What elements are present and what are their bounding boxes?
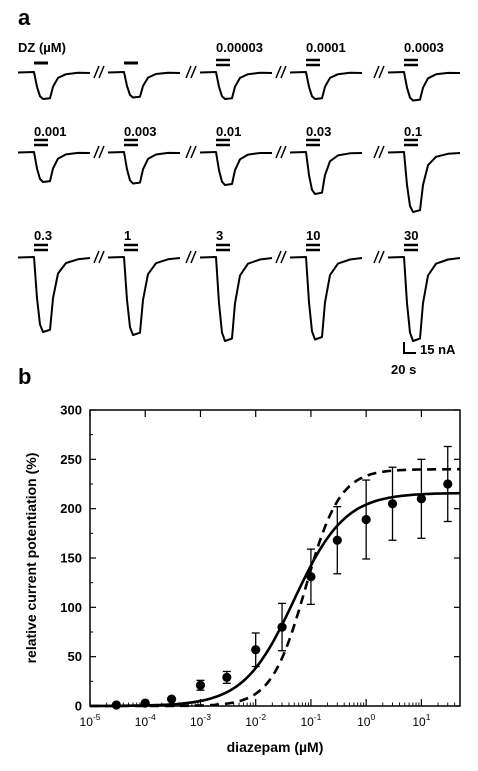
data-point bbox=[361, 514, 371, 525]
y-tick-label: 200 bbox=[60, 501, 82, 516]
concentration-label: 0.0003 bbox=[404, 40, 444, 55]
concentration-label: 0.003 bbox=[124, 124, 157, 139]
current-trace bbox=[289, 256, 363, 341]
compound-label: DZ (µM) bbox=[18, 40, 66, 55]
current-trace bbox=[17, 151, 91, 183]
concentration-label: 30 bbox=[404, 228, 418, 243]
break-mark bbox=[373, 145, 380, 159]
break-mark bbox=[98, 250, 105, 264]
break-mark bbox=[185, 250, 192, 264]
break-mark bbox=[98, 145, 105, 159]
concentration-label: 0.3 bbox=[34, 228, 52, 243]
break-mark bbox=[93, 65, 100, 79]
break-mark bbox=[190, 65, 197, 79]
data-point bbox=[111, 700, 121, 710]
current-trace bbox=[107, 71, 181, 99]
y-tick-label: 100 bbox=[60, 600, 82, 615]
data-point bbox=[416, 494, 426, 504]
panel-b-label: b bbox=[18, 364, 31, 389]
concentration-label: 3 bbox=[216, 228, 223, 243]
concentration-label: 1 bbox=[124, 228, 131, 243]
x-tick-label: 10-1 bbox=[300, 712, 321, 729]
break-mark bbox=[275, 65, 282, 79]
break-mark bbox=[280, 65, 287, 79]
data-point bbox=[306, 572, 316, 582]
break-mark bbox=[275, 145, 282, 159]
current-trace bbox=[17, 256, 91, 333]
fit-curve-dashed bbox=[90, 467, 460, 708]
x-tick-label: 10-3 bbox=[190, 712, 211, 729]
data-point bbox=[140, 698, 150, 708]
break-mark bbox=[280, 250, 287, 264]
y-tick-label: 150 bbox=[60, 551, 82, 566]
data-point bbox=[443, 479, 453, 489]
break-mark bbox=[373, 65, 380, 79]
trace-grid: 0.00003 0.0001 0.0003 0.001 0.003 0.01 0.03 0.1… bbox=[17, 40, 461, 342]
current-trace bbox=[289, 71, 363, 100]
x-tick-label: 10-2 bbox=[245, 712, 266, 729]
break-mark bbox=[280, 145, 287, 159]
x-tick-label: 10-5 bbox=[80, 712, 101, 729]
y-tick-label: 300 bbox=[60, 403, 82, 418]
y-axis-label: relative current potentiation (%) bbox=[23, 453, 39, 664]
data-point bbox=[251, 645, 261, 655]
break-mark bbox=[373, 250, 380, 264]
break-mark bbox=[185, 145, 192, 159]
current-trace bbox=[199, 256, 273, 342]
current-trace bbox=[107, 151, 181, 185]
current-trace bbox=[107, 256, 181, 336]
concentration-label: 0.0001 bbox=[306, 40, 346, 55]
x-tick-label: 10-4 bbox=[135, 712, 156, 729]
x-tick-label: 101 bbox=[412, 712, 430, 729]
y-tick-label: 0 bbox=[75, 699, 82, 714]
fit-curves bbox=[90, 467, 460, 708]
break-mark bbox=[190, 145, 197, 159]
data-point bbox=[277, 622, 287, 632]
break-mark bbox=[275, 250, 282, 264]
data-points bbox=[111, 445, 453, 710]
panel-a-label: a bbox=[18, 5, 31, 30]
concentration-label: 0.01 bbox=[216, 124, 241, 139]
break-mark bbox=[190, 250, 197, 264]
break-mark bbox=[378, 250, 385, 264]
current-trace bbox=[199, 71, 273, 100]
current-trace bbox=[17, 71, 91, 100]
scale-bar-time: 20 s bbox=[391, 362, 416, 377]
current-trace bbox=[199, 151, 272, 186]
data-point bbox=[222, 672, 232, 682]
x-axis-ticks: 10-5 10-4 10-3 10-2 10-1 100 101 bbox=[80, 410, 461, 729]
y-tick-label: 50 bbox=[68, 649, 82, 664]
scale-bar: 15 nA 20 s bbox=[391, 342, 456, 377]
break-mark bbox=[93, 145, 100, 159]
data-point bbox=[332, 535, 342, 545]
data-point bbox=[387, 499, 398, 509]
concentration-label: 0.001 bbox=[34, 124, 67, 139]
current-trace bbox=[387, 71, 461, 102]
concentration-label: 0.1 bbox=[404, 124, 422, 139]
data-point bbox=[166, 694, 177, 704]
break-mark bbox=[98, 65, 105, 79]
break-mark bbox=[378, 145, 385, 159]
current-trace bbox=[289, 151, 363, 195]
y-tick-label: 250 bbox=[60, 452, 82, 467]
concentration-label: 10 bbox=[306, 228, 320, 243]
x-axis-label: diazepam (µM) bbox=[227, 739, 324, 755]
x-tick-label: 100 bbox=[357, 712, 375, 729]
data-point bbox=[195, 680, 206, 690]
concentration-label: 0.03 bbox=[306, 124, 331, 139]
break-mark bbox=[378, 65, 385, 79]
break-mark bbox=[185, 65, 192, 79]
current-trace bbox=[387, 256, 461, 342]
scale-bar-current: 15 nA bbox=[420, 342, 456, 357]
plot-frame bbox=[89, 409, 461, 707]
break-mark bbox=[93, 250, 100, 264]
concentration-label: 0.00003 bbox=[216, 40, 263, 55]
current-trace bbox=[387, 151, 461, 213]
y-axis-ticks: 0 50 100 150 200 250 300 bbox=[60, 403, 460, 714]
